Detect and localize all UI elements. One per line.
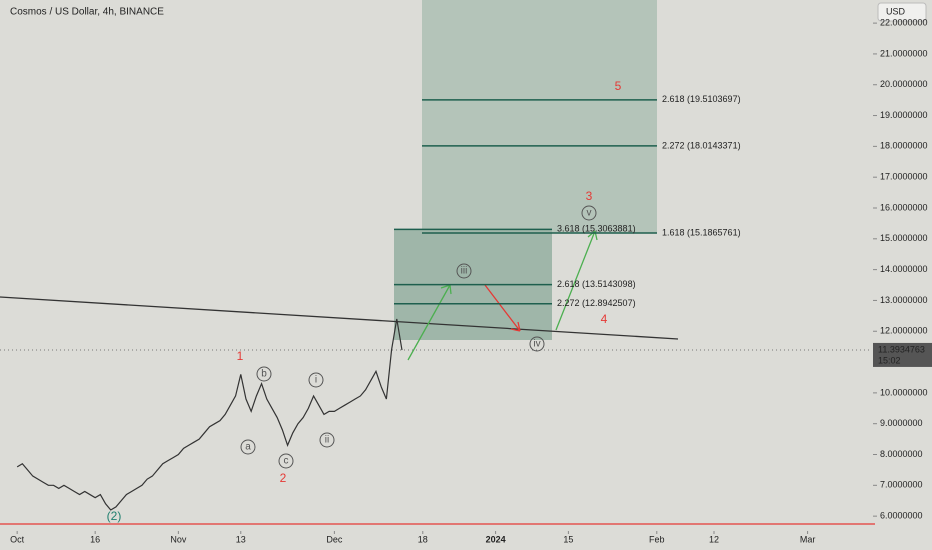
currency: USD bbox=[886, 6, 906, 16]
x-tick-label: 2024 bbox=[486, 534, 506, 544]
sub-wave-label: a bbox=[245, 442, 251, 453]
wave-circle bbox=[256, 366, 272, 382]
countdown: 15:02 bbox=[878, 355, 901, 365]
fib-label: 2.618 (13.5143098) bbox=[557, 279, 636, 289]
y-tick-label: 16.0000000 bbox=[880, 202, 928, 212]
last-price-box bbox=[873, 342, 932, 367]
currency-button[interactable] bbox=[877, 2, 927, 22]
y-tick-label: 17.0000000 bbox=[880, 172, 928, 182]
arrow bbox=[484, 284, 521, 332]
sub-wave-label: i bbox=[315, 375, 317, 386]
fib-label: 2.618 (19.5103697) bbox=[662, 94, 741, 104]
y-tick-label: 20.0000000 bbox=[880, 79, 928, 89]
sub-wave-label: (2) bbox=[107, 509, 122, 523]
sub-wave-label: c bbox=[284, 456, 289, 467]
y-tick-label: 8.0000000 bbox=[880, 449, 923, 459]
wave-circle bbox=[308, 372, 324, 388]
fib-box-right bbox=[422, 0, 657, 234]
price-line bbox=[16, 318, 403, 511]
wave-circle bbox=[529, 336, 545, 352]
sub-wave-label: v bbox=[587, 208, 592, 219]
y-tick-label: 9.0000000 bbox=[880, 418, 923, 428]
wave-circle bbox=[240, 439, 256, 455]
y-tick-label: 22.0000000 bbox=[880, 17, 928, 27]
fib-label: 3.618 (15.3063881) bbox=[557, 224, 636, 234]
x-tick-label: 16 bbox=[90, 534, 100, 544]
wave-circle bbox=[581, 205, 597, 221]
y-tick-label: 6.0000000 bbox=[880, 511, 923, 521]
wave-label: 5 bbox=[615, 79, 622, 93]
y-tick-label: 19.0000000 bbox=[880, 110, 928, 120]
x-tick-label: 13 bbox=[236, 534, 246, 544]
x-tick-label: Dec bbox=[326, 534, 343, 544]
x-tick-label: Oct bbox=[10, 534, 25, 544]
arrows bbox=[407, 230, 598, 361]
wave-label: 4 bbox=[601, 312, 608, 326]
x-tick-label: 18 bbox=[418, 534, 428, 544]
x-tick-label: 12 bbox=[709, 534, 719, 544]
y-tick-label: 15.0000000 bbox=[880, 233, 928, 243]
sub-wave-label: ii bbox=[325, 435, 329, 446]
fib-label: 2.272 (18.0143371) bbox=[662, 140, 741, 150]
y-tick-label: 10.0000000 bbox=[880, 387, 928, 397]
sub-wave-label: b bbox=[261, 369, 267, 380]
trendline bbox=[0, 296, 679, 340]
arrow bbox=[407, 284, 452, 361]
x-tick-label: Nov bbox=[170, 534, 187, 544]
y-tick-label: 21.0000000 bbox=[880, 48, 928, 58]
wave-label: 2 bbox=[280, 471, 287, 485]
y-tick-label: 7.0000000 bbox=[880, 480, 923, 490]
fib-label: 1.618 (15.1865761) bbox=[662, 227, 741, 237]
y-tick-label: 13.0000000 bbox=[880, 295, 928, 305]
x-tick-label: 15 bbox=[563, 534, 573, 544]
y-tick-label: 12.0000000 bbox=[880, 326, 928, 336]
wave-label: 1 bbox=[237, 349, 244, 363]
wave-circle bbox=[319, 432, 335, 448]
x-tick-label: Mar bbox=[800, 534, 816, 544]
sub-wave-label: iv bbox=[533, 339, 540, 350]
sub-wave-label: iii bbox=[461, 266, 468, 277]
wave-circle bbox=[456, 263, 472, 279]
fib-label: 2.272 (12.8942507) bbox=[557, 298, 636, 308]
x-tick-label: Feb bbox=[649, 534, 665, 544]
y-tick-label: 18.0000000 bbox=[880, 141, 928, 151]
wave-circle bbox=[278, 453, 294, 469]
last-price: 11.3934763 bbox=[878, 344, 925, 354]
y-tick-label: 14.0000000 bbox=[880, 264, 928, 274]
chart-title: Cosmos / US Dollar, 4h, BINANCE bbox=[10, 7, 164, 18]
wave-label: 3 bbox=[586, 189, 593, 203]
